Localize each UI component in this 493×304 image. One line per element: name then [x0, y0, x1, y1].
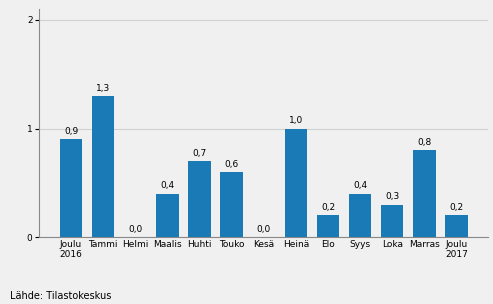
Bar — [381, 205, 403, 237]
Text: 0,6: 0,6 — [224, 160, 239, 169]
Bar — [220, 172, 243, 237]
Text: 1,0: 1,0 — [289, 116, 303, 125]
Bar — [349, 194, 371, 237]
Text: Lähde: Tilastokeskus: Lähde: Tilastokeskus — [10, 291, 111, 301]
Bar — [317, 216, 339, 237]
Text: 0,2: 0,2 — [450, 203, 463, 212]
Bar — [284, 129, 307, 237]
Text: 0,9: 0,9 — [64, 127, 78, 136]
Text: 0,2: 0,2 — [321, 203, 335, 212]
Text: 0,8: 0,8 — [417, 138, 431, 147]
Bar — [413, 150, 435, 237]
Text: 0,4: 0,4 — [160, 181, 175, 190]
Bar — [445, 216, 468, 237]
Bar — [188, 161, 211, 237]
Bar — [60, 140, 82, 237]
Text: 0,0: 0,0 — [257, 225, 271, 234]
Text: 0,3: 0,3 — [385, 192, 399, 201]
Text: 0,4: 0,4 — [353, 181, 367, 190]
Text: 0,7: 0,7 — [192, 149, 207, 158]
Text: 1,3: 1,3 — [96, 84, 110, 93]
Bar — [156, 194, 178, 237]
Text: 0,0: 0,0 — [128, 225, 142, 234]
Bar — [92, 96, 114, 237]
